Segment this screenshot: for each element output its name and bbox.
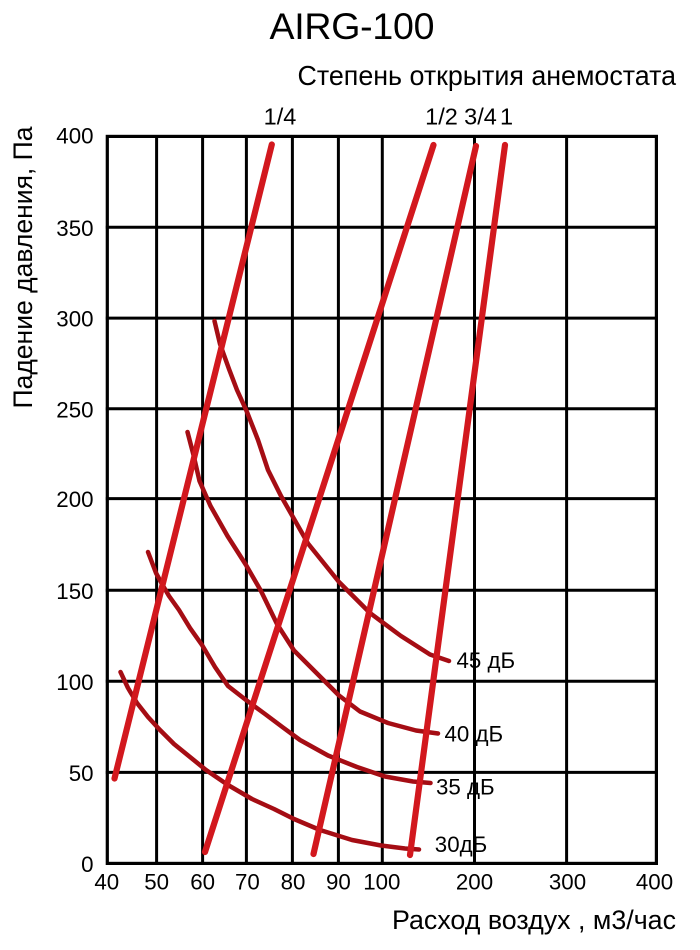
svg-text:400: 400 <box>636 870 673 895</box>
svg-text:1: 1 <box>500 104 513 130</box>
svg-text:35 дБ: 35 дБ <box>436 775 495 800</box>
svg-text:100: 100 <box>363 870 400 895</box>
svg-text:50: 50 <box>144 870 169 895</box>
svg-text:90: 90 <box>326 870 351 895</box>
svg-text:400: 400 <box>56 123 93 148</box>
svg-text:350: 350 <box>56 216 93 241</box>
svg-text:200: 200 <box>56 487 93 512</box>
svg-text:200: 200 <box>456 870 493 895</box>
svg-text:AIRG-100: AIRG-100 <box>270 5 435 47</box>
svg-text:Падение давления, Па: Падение давления, Па <box>8 126 38 409</box>
svg-text:50: 50 <box>69 761 94 786</box>
svg-text:150: 150 <box>56 579 93 604</box>
svg-text:60: 60 <box>190 870 215 895</box>
svg-text:30дБ: 30дБ <box>435 832 487 857</box>
svg-text:70: 70 <box>235 870 260 895</box>
svg-text:0: 0 <box>81 852 93 877</box>
svg-text:45 дБ: 45 дБ <box>457 648 516 673</box>
svg-text:40 дБ: 40 дБ <box>445 721 504 746</box>
svg-text:Степень открытия анемостата: Степень открытия анемостата <box>298 60 677 91</box>
svg-text:1/4: 1/4 <box>264 104 297 130</box>
svg-text:40: 40 <box>94 870 119 895</box>
svg-text:Расход воздух , м3/час: Расход воздух , м3/час <box>392 905 676 935</box>
svg-text:250: 250 <box>56 397 93 422</box>
svg-text:3/4: 3/4 <box>464 104 497 130</box>
svg-text:100: 100 <box>56 670 93 695</box>
svg-text:300: 300 <box>56 307 93 332</box>
svg-text:1/2: 1/2 <box>425 104 458 130</box>
svg-text:80: 80 <box>281 870 306 895</box>
svg-text:300: 300 <box>549 870 586 895</box>
